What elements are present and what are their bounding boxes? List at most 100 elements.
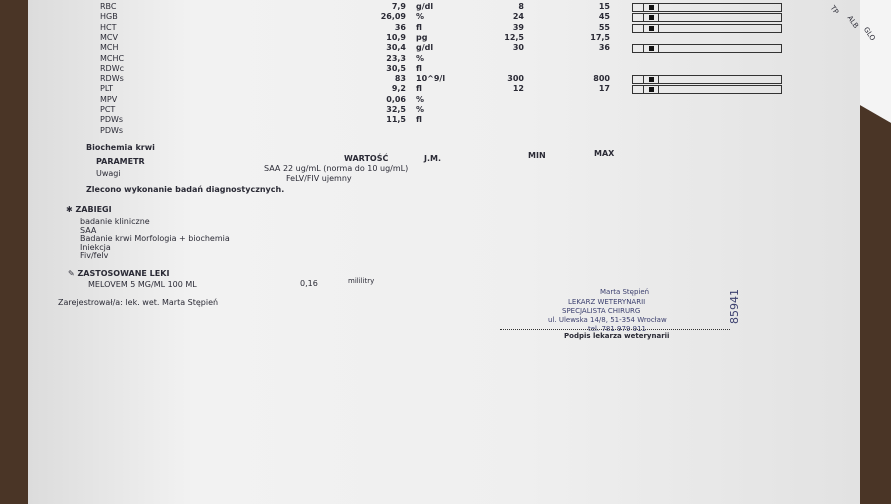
range-bar [632, 75, 782, 85]
cell-name: HGB [100, 12, 118, 22]
cell-unit: g/dl [416, 43, 434, 53]
cell-name: RDWc [100, 63, 125, 73]
cell-max: 36 [598, 43, 610, 53]
col-header: MAX [594, 149, 615, 158]
range-bar [632, 23, 782, 33]
cell-value: 32,5 [386, 105, 406, 114]
remark-label: Uwagi [96, 169, 121, 178]
procedure-item: badanie kliniczne [80, 217, 150, 226]
cell-max: 17,5 [590, 32, 610, 42]
text: ZABIEGI [75, 205, 112, 214]
cell-name: RDWs [100, 74, 124, 84]
cell-value: 30,5 [386, 63, 406, 73]
stamp-number: 85941 [728, 289, 741, 324]
cell-min: 39 [512, 22, 524, 32]
cell-unit: % [416, 94, 425, 104]
range-window [643, 14, 659, 22]
cell-max: 15 [598, 2, 610, 11]
cell-min: 8 [518, 2, 524, 11]
col-header: PARAMETR [96, 157, 145, 166]
cell-min: 12 [512, 84, 524, 94]
cell-name: MPV [100, 94, 118, 104]
page: {"morphology": {"rows": [ ["RBC", "7,9",… [28, 0, 891, 504]
drug-name: MELOVEM 5 MG/ML 100 ML [88, 280, 197, 289]
cell-max: 17 [598, 84, 610, 94]
order-note: Zlecono wykonanie badań diagnostycznych. [86, 185, 285, 194]
paper: RBC 7,9 g/dl 8 15 HGB 26,09% 24 45 HCT 36 fl 39 55 MCV… [28, 0, 860, 504]
range-marker [649, 15, 654, 21]
cell-unit: % [416, 53, 425, 63]
range-marker [649, 5, 654, 10]
section-title: ✎ ZASTOSOWANE LEKI [68, 269, 170, 278]
range-bar [632, 85, 782, 95]
cell-name: RBC [100, 2, 117, 11]
col-header: WARTOŚĆ [344, 154, 389, 163]
cell-min: 24 [512, 12, 524, 22]
section-title: Biochemia krwi [86, 143, 155, 152]
cell-value: 0,06 [386, 94, 406, 104]
signature-line [500, 329, 730, 330]
stamp-line: SPECJALISTA CHIRURG [562, 307, 641, 315]
cell-name: MCHC [100, 53, 125, 63]
cell-name: MCH [100, 43, 119, 53]
registered-by: Zarejestrował/a: lek. wet. Marta Stępień [58, 298, 219, 307]
col-header: J.M. [424, 154, 442, 163]
procedure-item: Badanie krwi Morfologia + biochemia [80, 234, 230, 243]
range-window [643, 4, 659, 11]
cell-value: 23,3 [386, 53, 406, 63]
cell-value: 10,9 [386, 32, 406, 42]
cell-unit: % [416, 12, 425, 22]
remark-line: FeLV/FIV ujemny [286, 174, 352, 183]
procedure-item: Fiv/felv [80, 251, 109, 260]
remark-line: SAA 22 ug/mL (norma do 10 ug/mL) [264, 164, 409, 173]
cell-unit: fl [416, 22, 422, 32]
drug-dose: 0,16 [300, 279, 318, 288]
cell-max: 800 [593, 74, 610, 84]
cell-min: 12,5 [504, 32, 524, 42]
range-marker [649, 77, 654, 83]
cell-name: PLT [100, 84, 114, 94]
range-marker [649, 25, 654, 31]
cell-value: 26,09 [380, 12, 406, 22]
range-bar [632, 13, 782, 23]
range-bar [632, 44, 782, 54]
cell-name: PCT [100, 105, 116, 114]
range-marker [649, 87, 654, 93]
text: ZASTOSOWANE LEKI [77, 269, 170, 278]
cell-value: 36 [394, 22, 406, 32]
cell-unit: pg [416, 32, 428, 42]
cell-value: 9,2 [391, 84, 406, 94]
cell-unit: g/dl [416, 2, 434, 11]
range-window [643, 76, 659, 84]
cell-min: 30 [512, 43, 524, 53]
cell-name: PDWs [100, 115, 124, 125]
cell-name: HCT [100, 22, 117, 32]
range-window [643, 24, 659, 32]
cell-max: 55 [598, 22, 610, 32]
cell-unit: fl [416, 63, 422, 73]
range-window [643, 45, 659, 53]
range-window [643, 86, 659, 94]
cell-value: 83 [394, 74, 406, 84]
col-header: MIN [528, 151, 546, 160]
cell-value: 30,4 [386, 43, 406, 53]
cell-name: PDWs [100, 125, 124, 135]
range-marker [649, 46, 654, 52]
procedure-item: SAA [80, 225, 97, 235]
cell-name: MCV [100, 32, 118, 42]
range-bar [632, 3, 782, 12]
cell-value: 11,5 [386, 115, 406, 125]
cell-value: 7,9 [391, 2, 406, 11]
cell-unit: % [416, 105, 425, 114]
stamp-line: LEKARZ WETERYNARII [568, 298, 646, 306]
cell-unit: fl [416, 115, 422, 125]
cell-max: 45 [598, 12, 610, 22]
cell-unit: 10^9/l [416, 74, 446, 84]
cell-min: 300 [507, 74, 524, 84]
procedure-item: Iniekcja [80, 242, 111, 252]
stamp-line: ul. Ulewska 14/8, 51-354 Wrocław [548, 316, 667, 324]
signature-caption: Podpis lekarza weterynarii [564, 332, 670, 340]
stamp-line: Marta Stępień [600, 288, 650, 296]
cell-unit: fl [416, 84, 422, 94]
section-title: ✱ ZABIEGI [66, 205, 112, 214]
